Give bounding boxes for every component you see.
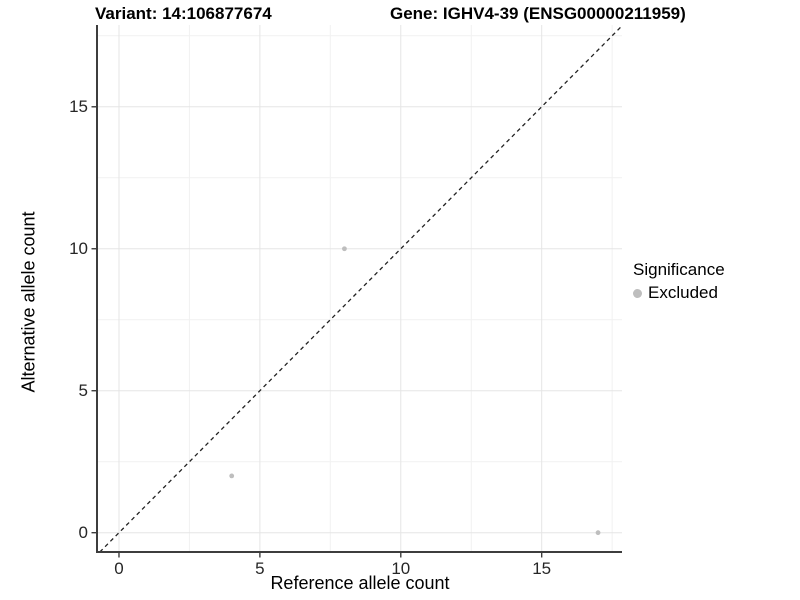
x-tick-label: 0 (114, 559, 124, 578)
legend-title: Significance (633, 260, 725, 279)
y-tick-label: 15 (69, 96, 88, 116)
y-tick-label: 5 (78, 380, 88, 400)
y-tick-label: 10 (69, 238, 88, 258)
legend-items: Excluded (633, 283, 725, 303)
y-tick-label: 0 (78, 522, 88, 542)
plot-title-gene: Gene: IGHV4-39 (ENSG00000211959) (390, 4, 686, 23)
legend-item-label: Excluded (648, 283, 718, 302)
y-axis-title: Alternative allele count (18, 211, 39, 393)
x-axis-title: Reference allele count (270, 573, 450, 593)
legend-item: Excluded (633, 283, 725, 303)
data-point (229, 473, 235, 479)
legend: Significance Excluded (633, 260, 725, 303)
identity-dashed-line (99, 25, 623, 553)
data-point (595, 530, 601, 536)
x-tick-label: 5 (255, 559, 265, 578)
x-tick-label: 15 (532, 559, 552, 578)
data-point (342, 246, 347, 252)
x-tick-label: 10 (391, 559, 411, 578)
legend-point-icon (633, 288, 642, 298)
plot-title-variant: Variant: 14:106877674 (95, 4, 272, 23)
